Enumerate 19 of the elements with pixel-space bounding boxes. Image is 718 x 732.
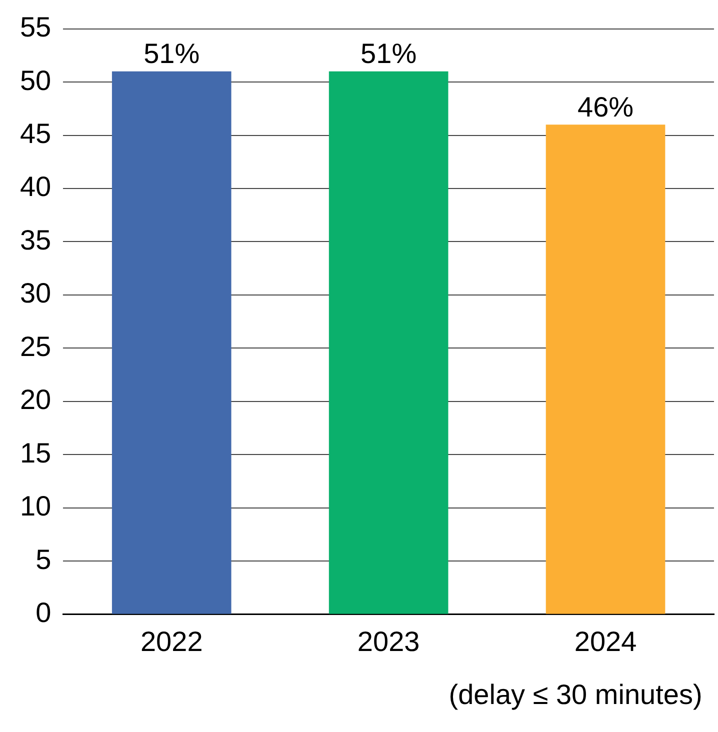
y-tick-label: 0 bbox=[36, 597, 52, 628]
y-tick-label: 30 bbox=[20, 278, 52, 309]
y-tick-label: 10 bbox=[20, 490, 52, 522]
text: (delay ≤ 30 minutes) bbox=[448, 679, 702, 710]
y-tick-label: 45 bbox=[20, 118, 52, 149]
y-tick-label: 40 bbox=[20, 171, 52, 202]
data-label: 51% bbox=[360, 38, 417, 70]
y-tick-label: 50 bbox=[20, 64, 52, 96]
x-tick-label: 2022 bbox=[140, 626, 203, 657]
y-tick-label: 15 bbox=[20, 437, 52, 468]
y-tick-label: 20 bbox=[20, 384, 52, 416]
y-tick-label: 55 bbox=[20, 12, 52, 43]
y-tick-label: 5 bbox=[36, 544, 52, 575]
data-label: 46% bbox=[578, 91, 634, 122]
y-tick-label: 25 bbox=[20, 330, 52, 362]
x-tick-label: 2024 bbox=[574, 626, 637, 657]
y-tick-label: 35 bbox=[20, 224, 52, 256]
data-label: 51% bbox=[144, 38, 200, 70]
x-tick-label: 2023 bbox=[357, 626, 420, 657]
